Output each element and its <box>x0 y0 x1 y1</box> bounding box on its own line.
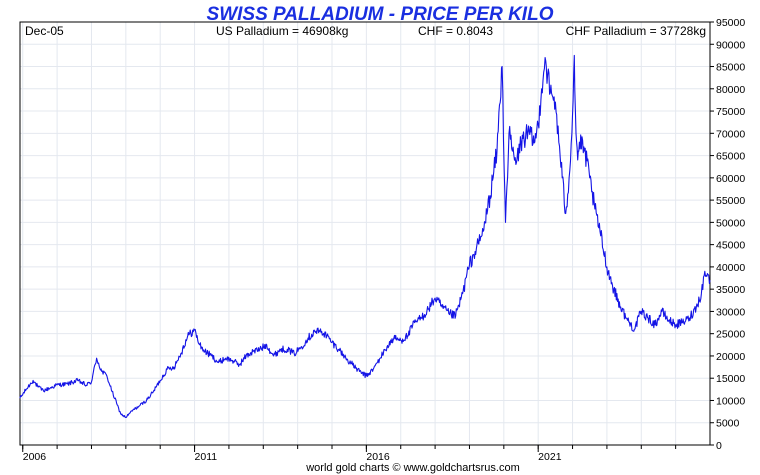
y-tick-label: 15000 <box>716 373 745 385</box>
y-tick-label: 95000 <box>716 17 745 29</box>
header-fx-rate: CHF = 0.8043 <box>418 24 493 38</box>
y-tick-label: 50000 <box>716 217 745 229</box>
header-date: Dec-05 <box>25 24 64 38</box>
x-axis: 2006 2011 2016 2021 <box>22 445 677 463</box>
y-tick-label: 80000 <box>716 84 745 96</box>
header-us-price: US Palladium = 46908kg <box>216 24 348 38</box>
y-tick-label: 25000 <box>716 329 745 341</box>
series-layer <box>19 54 711 418</box>
x-tick-label: 2006 <box>23 451 47 463</box>
y-tick-label: 90000 <box>716 39 745 51</box>
plot-frame <box>19 21 711 446</box>
y-tick-label: 0 <box>716 440 722 452</box>
y-tick-label: 75000 <box>716 106 745 118</box>
x-tick-label: 2016 <box>366 451 390 463</box>
y-tick-label: 20000 <box>716 351 745 363</box>
chart-title: SWISS PALLADIUM - PRICE PER KILO <box>207 4 554 25</box>
y-tick-label: 10000 <box>716 395 745 407</box>
x-tick-label: 2011 <box>195 451 218 463</box>
x-tick-label: 2021 <box>538 451 562 463</box>
y-tick-label: 5000 <box>716 418 740 430</box>
series-line <box>19 54 711 418</box>
footer-credit: world gold charts © www.goldchartsrus.co… <box>305 462 520 474</box>
y-tick-label: 60000 <box>716 173 745 185</box>
y-tick-label: 65000 <box>716 151 745 163</box>
y-tick-label: 35000 <box>716 284 745 296</box>
y-tick-label: 30000 <box>716 306 745 318</box>
y-axis: 0 5000 10000 15000 20000 25000 30000 35000 40000… <box>710 17 745 452</box>
grid <box>20 21 710 446</box>
y-tick-label: 70000 <box>716 128 745 140</box>
y-tick-label: 40000 <box>716 262 745 274</box>
y-tick-label: 45000 <box>716 240 745 252</box>
y-tick-label: 55000 <box>716 195 745 207</box>
header-chf-price: CHF Palladium = 37728kg <box>566 24 706 38</box>
y-tick-label: 85000 <box>716 62 745 74</box>
